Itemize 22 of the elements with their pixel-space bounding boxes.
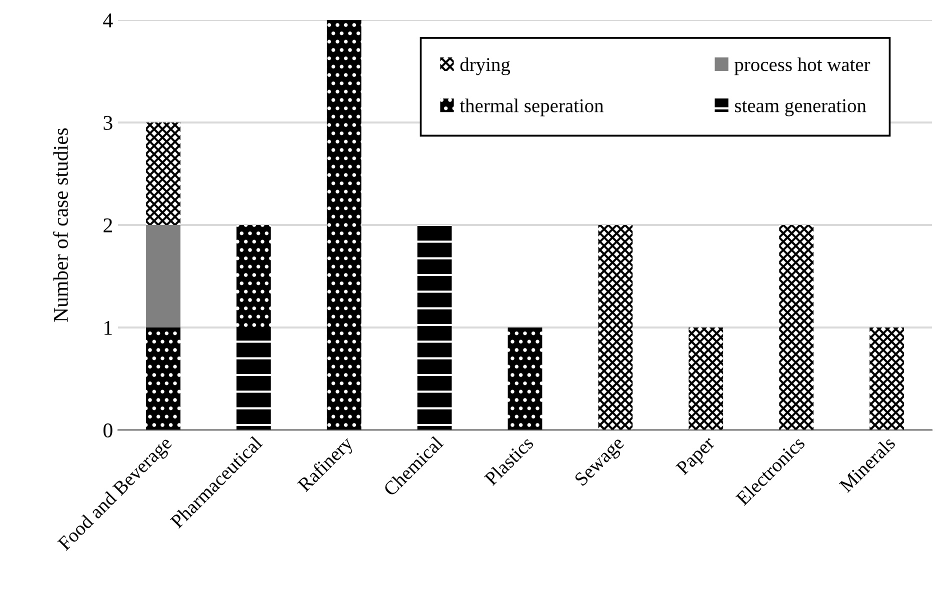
bar: [146, 225, 180, 328]
bar: [236, 225, 271, 328]
y-tick-label: 4: [103, 14, 113, 28]
y-axis-title: Number of case studies: [53, 128, 68, 322]
y-tick-label: 0: [104, 423, 112, 438]
y-tick-label: 1: [104, 320, 112, 335]
legend-label: thermal seperation: [460, 98, 604, 116]
bar: [598, 225, 633, 430]
bar: [870, 328, 904, 430]
bar: [236, 328, 271, 430]
bar: [688, 328, 724, 430]
legend-label: process hot water: [734, 57, 870, 76]
bar: [779, 225, 814, 430]
bar: [146, 122, 180, 225]
bar: [326, 20, 362, 430]
bar: [417, 225, 452, 430]
legend-label: steam generation: [735, 99, 866, 116]
legend-label: drying: [460, 57, 510, 76]
y-tick-label: 2: [104, 218, 112, 232]
bar: [508, 328, 542, 430]
bar: [146, 328, 180, 430]
y-tick-label: 3: [104, 116, 112, 130]
